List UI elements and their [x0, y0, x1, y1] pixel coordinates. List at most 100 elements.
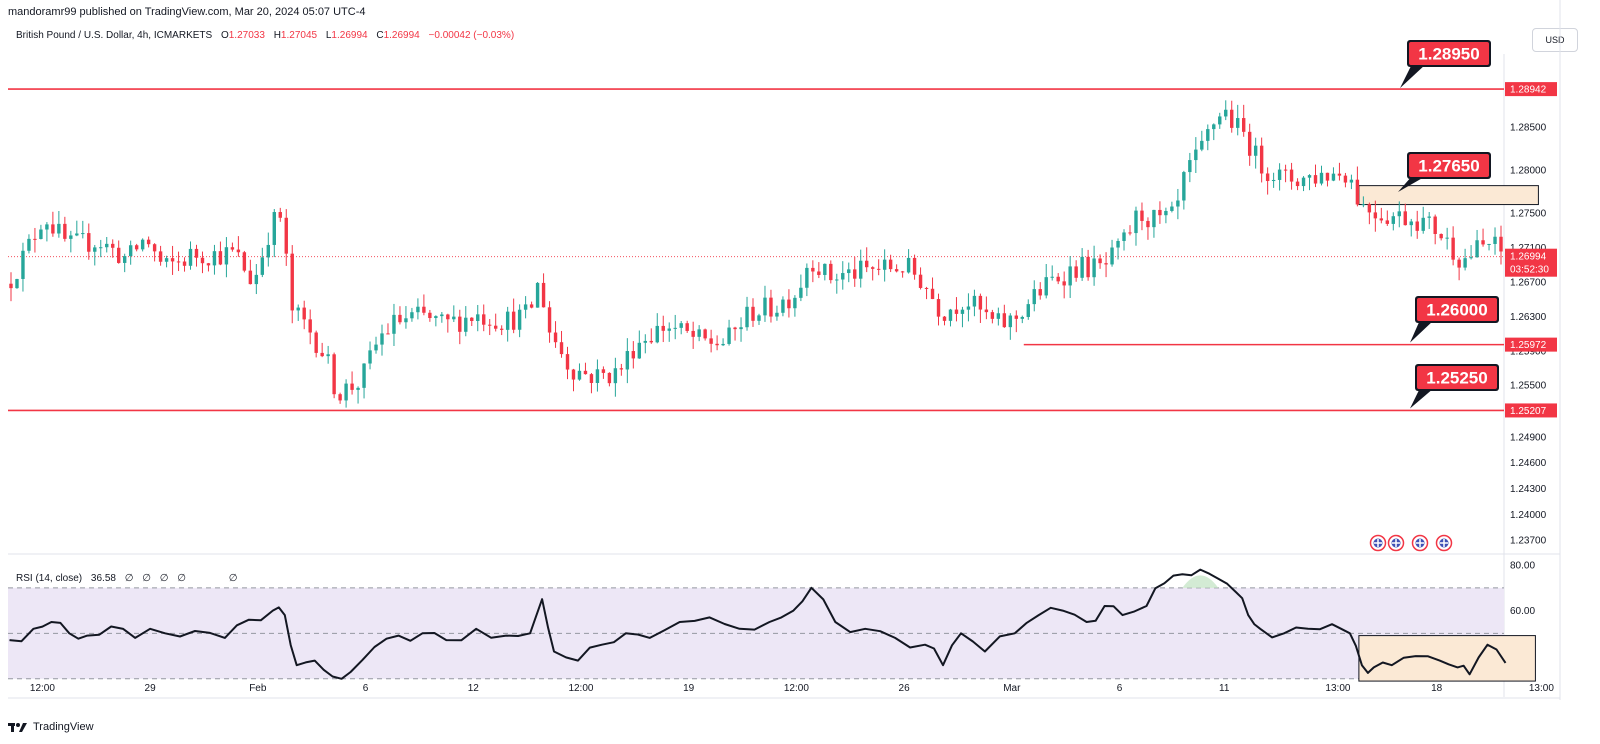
candle-body [99, 247, 103, 249]
candle-body [535, 282, 540, 308]
candle-body [410, 312, 414, 319]
candle-body [230, 247, 235, 250]
candle-body [1481, 240, 1485, 245]
candle-body [865, 260, 869, 268]
candle-body [1259, 145, 1264, 174]
candle-body [643, 340, 647, 343]
candle-body [1337, 173, 1342, 176]
candle-body [350, 383, 354, 390]
candle-body [1445, 237, 1449, 239]
candle-body [1241, 118, 1246, 132]
candle-body [667, 328, 671, 331]
candle-body [1164, 210, 1168, 216]
candle-body [254, 274, 259, 285]
candle-body [260, 257, 265, 275]
candle-body [775, 312, 779, 317]
candle-body [978, 295, 983, 310]
candle-body [763, 297, 767, 316]
candle-body [392, 314, 396, 334]
candle-body [440, 314, 444, 317]
candle-body [1379, 218, 1384, 221]
price-axis-tick: 1.25500 [1510, 381, 1547, 392]
candle-body [1110, 247, 1114, 265]
candle-body [1253, 145, 1258, 156]
candle-body [1134, 210, 1138, 234]
candle-body [1056, 276, 1060, 282]
level-price-axis-label [1505, 403, 1557, 418]
ohlc-high-label: H [273, 30, 281, 41]
callout-box[interactable] [1409, 42, 1489, 65]
rsi-zone-rect[interactable] [1358, 635, 1536, 682]
last-price-badge [1505, 248, 1557, 277]
time-axis-tick: 12:00 [784, 683, 809, 694]
candle-body [805, 267, 809, 288]
time-axis-tick: 11 [1219, 683, 1230, 694]
candle-body [128, 245, 133, 257]
candle-body [960, 309, 965, 314]
candle-body [577, 370, 582, 380]
candle-body [954, 309, 959, 314]
candle-body [1433, 216, 1437, 235]
callout-label: 1.26000 [1426, 301, 1487, 320]
time-axis-tick: 18 [1431, 683, 1443, 694]
candle-body [870, 267, 875, 269]
candle-body [1020, 316, 1024, 319]
candle-body [164, 258, 169, 262]
candle-body [499, 328, 504, 330]
publisher-line: mandoramr99 published on TradingView.com… [8, 6, 366, 18]
candle-body [787, 299, 791, 309]
rsi-extra: ∅ [142, 573, 151, 584]
candle-body [673, 327, 677, 329]
level-price-axis-text: 1.25972 [1510, 340, 1547, 351]
time-axis-tick: Mar [1003, 683, 1021, 694]
ohlc-change: −0.00042 (−0.03%) [428, 30, 515, 41]
currency-selector[interactable]: USD [1532, 28, 1578, 52]
candle-body [51, 224, 55, 234]
candle-body [242, 252, 247, 271]
time-axis-tick: 13:00 [1529, 683, 1554, 694]
callout-box[interactable] [1409, 154, 1489, 177]
price-axis-tick: 1.25900 [1510, 346, 1547, 357]
callout-box[interactable] [1417, 298, 1497, 321]
candle-body [248, 270, 253, 285]
candle-body [679, 323, 683, 328]
candle-body [344, 383, 348, 401]
candle-body [1050, 276, 1054, 278]
candle-body [1331, 173, 1336, 181]
candle-body [1319, 172, 1324, 184]
candle-body [1014, 315, 1019, 319]
callout-box[interactable] [1417, 366, 1497, 389]
candle-body [601, 369, 606, 373]
supply-zone-rect[interactable] [1358, 185, 1539, 206]
price-axis-tick: 1.24900 [1510, 432, 1547, 443]
candle-body [1325, 172, 1330, 181]
candle-body [1212, 124, 1216, 130]
rsi-axis-tick: 80.00 [1510, 561, 1535, 572]
candle-body [906, 257, 911, 273]
price-axis-tick: 1.26300 [1510, 312, 1547, 323]
candle-body [793, 297, 797, 309]
callout-label: 1.25250 [1426, 369, 1487, 388]
candle-body [936, 299, 941, 317]
candle-body [924, 287, 929, 289]
candle-body [1068, 266, 1072, 286]
candle-body [661, 325, 665, 331]
rsi-extra: ∅ [228, 573, 238, 584]
candle-body [87, 233, 91, 252]
candle-body [362, 363, 366, 388]
candle-body [888, 259, 893, 270]
candle-body [685, 323, 689, 331]
candle-body [308, 319, 312, 333]
candle-body [1194, 149, 1198, 161]
candle-body [488, 324, 492, 326]
candle-body [290, 253, 294, 311]
candle-body [595, 369, 600, 383]
candle-body [1415, 221, 1419, 231]
candle-body [715, 343, 719, 346]
candle-body [1182, 172, 1186, 201]
ohlc-open-value: 1.27033 [228, 30, 265, 41]
candle-body [1499, 236, 1503, 252]
tradingview-logo-icon [8, 723, 27, 732]
candle-body [21, 250, 25, 279]
